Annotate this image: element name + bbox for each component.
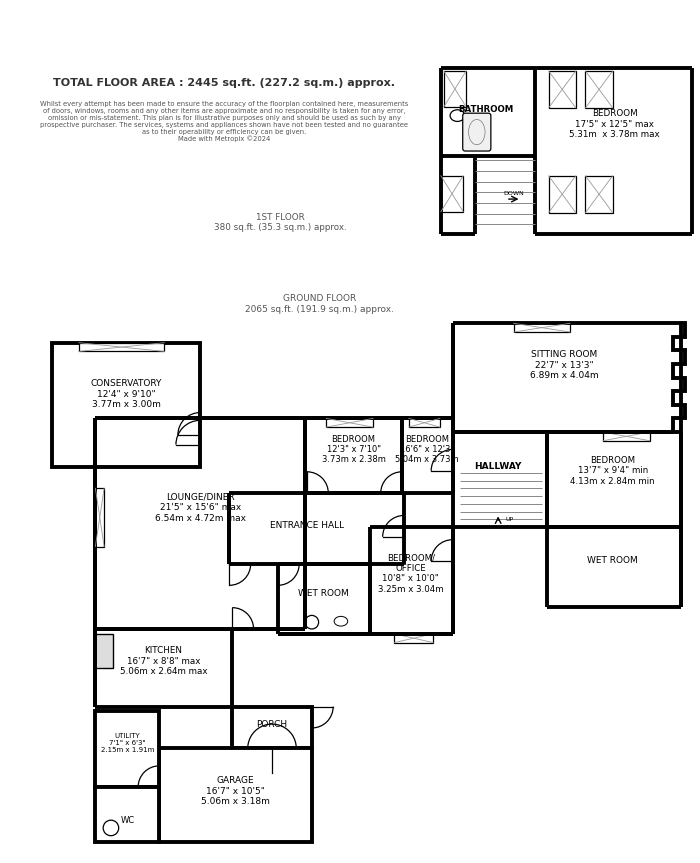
Text: BATHROOM: BATHROOM [458, 105, 513, 114]
Text: KITCHEN
16'7" x 8'8" max
5.06m x 2.64m max: KITCHEN 16'7" x 8'8" max 5.06m x 2.64m m… [120, 646, 207, 676]
Text: SITTING ROOM
22'7" x 13'3"
6.89m x 4.04m: SITTING ROOM 22'7" x 13'3" 6.89m x 4.04m [530, 350, 598, 380]
Text: WET ROOM: WET ROOM [587, 556, 638, 564]
Bar [549, 71, 576, 108]
Bar [585, 176, 612, 212]
Bar [514, 324, 570, 332]
Bar [95, 488, 104, 546]
Bar [79, 343, 164, 351]
Text: BEDROOM
12'3" x 7'10"
3.73m x 2.38m: BEDROOM 12'3" x 7'10" 3.73m x 2.38m [321, 435, 386, 464]
Text: BEDROOM
16'6" x 12'3"
5.04m x 3.73m: BEDROOM 16'6" x 12'3" 5.04m x 3.73m [395, 435, 459, 464]
Text: TOTAL FLOOR AREA : 2445 sq.ft. (227.2 sq.m.) approx.: TOTAL FLOOR AREA : 2445 sq.ft. (227.2 sq… [53, 78, 395, 88]
Bar [585, 71, 612, 108]
Text: WET ROOM: WET ROOM [298, 589, 349, 597]
Text: BEDROOM
13'7" x 9'4" min
4.13m x 2.84m min: BEDROOM 13'7" x 9'4" min 4.13m x 2.84m m… [570, 456, 655, 486]
Bar [326, 419, 373, 427]
Text: PORCH: PORCH [256, 720, 288, 728]
Text: UTILITY
7'1" x 6'3"
2.15m x 1.91m: UTILITY 7'1" x 6'3" 2.15m x 1.91m [101, 733, 154, 753]
Text: ENTRANCE HALL: ENTRANCE HALL [270, 520, 344, 530]
Bar [394, 633, 433, 643]
Bar [409, 419, 440, 427]
FancyBboxPatch shape [463, 113, 491, 151]
Bar [95, 787, 160, 842]
Text: DOWN: DOWN [503, 191, 524, 196]
Text: 1ST FLOOR
380 sq.ft. (35.3 sq.m.) approx.: 1ST FLOOR 380 sq.ft. (35.3 sq.m.) approx… [214, 212, 347, 232]
Bar [444, 71, 466, 107]
Bar [232, 707, 312, 748]
Bar [441, 176, 463, 211]
Bar [95, 633, 113, 668]
Bar [160, 748, 312, 842]
Text: GARAGE
16'7" x 10'5"
5.06m x 3.18m: GARAGE 16'7" x 10'5" 5.06m x 3.18m [201, 776, 270, 806]
Bar [549, 176, 576, 212]
Text: LOUNGE/DINER
21'5" x 15'6" max
6.54m x 4.72m max: LOUNGE/DINER 21'5" x 15'6" max 6.54m x 4… [155, 493, 246, 523]
Text: GROUND FLOOR
2065 sq.ft. (191.9 sq.m.) approx.: GROUND FLOOR 2065 sq.ft. (191.9 sq.m.) a… [245, 294, 394, 313]
Bar [52, 343, 200, 467]
Text: HALLWAY: HALLWAY [475, 463, 522, 471]
Text: BEDROOM/
OFFICE
10'8" x 10'0"
3.25m x 3.04m: BEDROOM/ OFFICE 10'8" x 10'0" 3.25m x 3.… [378, 553, 444, 594]
Text: BEDROOM
17'5" x 12'5" max
5.31m  x 3.78m max: BEDROOM 17'5" x 12'5" max 5.31m x 3.78m … [569, 110, 660, 139]
Text: Whilst every attempt has been made to ensure the accuracy of the floorplan conta: Whilst every attempt has been made to en… [41, 100, 409, 142]
Bar [603, 432, 650, 441]
Text: WC: WC [120, 816, 134, 825]
Bar [95, 711, 160, 787]
Text: UP: UP [506, 517, 514, 522]
Text: CONSERVATORY
12'4" x 9'10"
3.77m x 3.00m: CONSERVATORY 12'4" x 9'10" 3.77m x 3.00m [91, 379, 162, 409]
